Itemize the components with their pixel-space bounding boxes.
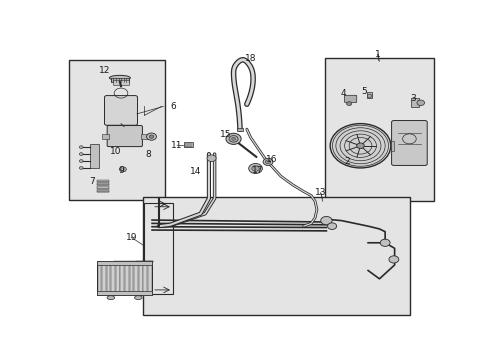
Bar [111,78,128,82]
Circle shape [146,133,156,140]
Text: 5: 5 [361,87,366,96]
Circle shape [248,163,262,174]
Bar [102,134,109,139]
Circle shape [327,223,336,229]
Circle shape [251,166,259,171]
Circle shape [225,133,241,144]
Text: 16: 16 [265,154,277,163]
Circle shape [346,102,351,105]
Ellipse shape [134,296,142,300]
Text: 13: 13 [314,188,326,197]
Text: 11: 11 [171,141,182,150]
Bar [111,263,115,293]
Circle shape [231,138,235,140]
Bar [410,98,418,107]
Ellipse shape [107,296,114,300]
Text: 9: 9 [118,166,123,175]
Circle shape [119,167,126,172]
Circle shape [263,158,272,166]
Circle shape [79,153,83,156]
Text: 10: 10 [110,147,122,156]
Bar [97,261,152,296]
Bar [143,263,147,293]
Bar [142,197,409,315]
Circle shape [228,135,238,142]
Circle shape [79,159,83,162]
Text: 6: 6 [170,103,176,112]
FancyBboxPatch shape [89,144,99,168]
Bar [97,186,109,189]
FancyBboxPatch shape [104,96,137,125]
Circle shape [388,256,398,263]
Bar [113,81,128,85]
Text: 19: 19 [125,233,137,242]
Circle shape [329,123,390,168]
Bar [237,128,242,131]
Text: 12: 12 [99,66,110,75]
Bar [139,263,142,293]
Bar [390,141,393,151]
Circle shape [265,160,270,164]
Text: 4: 4 [340,89,346,98]
Text: 8: 8 [145,150,151,158]
Bar [97,183,109,185]
Text: 7: 7 [89,177,95,186]
Text: 2: 2 [344,157,349,166]
Text: 18: 18 [244,54,256,63]
Bar [106,263,110,293]
Bar [97,190,109,192]
Circle shape [416,100,424,105]
FancyBboxPatch shape [391,121,427,166]
Bar [125,263,128,293]
Ellipse shape [109,75,130,80]
Bar [141,134,149,139]
Bar [68,60,165,200]
Circle shape [320,216,331,225]
Bar [134,263,138,293]
Bar [184,141,192,147]
FancyBboxPatch shape [107,126,142,147]
FancyBboxPatch shape [344,95,356,103]
Bar [116,263,120,293]
Bar [120,263,124,293]
Text: 14: 14 [189,167,201,176]
Circle shape [149,135,153,138]
Circle shape [121,168,124,170]
Circle shape [79,146,83,149]
Circle shape [366,94,371,98]
Bar [97,291,152,296]
Bar [97,261,152,265]
Bar [102,263,106,293]
Bar [97,180,109,182]
Text: 15: 15 [220,130,231,139]
Text: 1: 1 [374,50,380,59]
Circle shape [380,239,389,246]
Circle shape [79,167,83,169]
Circle shape [356,143,364,149]
Bar [324,58,433,201]
Bar [147,263,151,293]
Bar [97,263,101,293]
Bar [366,92,371,98]
Text: 3: 3 [410,94,416,103]
Bar [129,263,133,293]
Text: 17: 17 [252,166,264,175]
Bar [143,203,173,294]
Circle shape [206,155,216,162]
